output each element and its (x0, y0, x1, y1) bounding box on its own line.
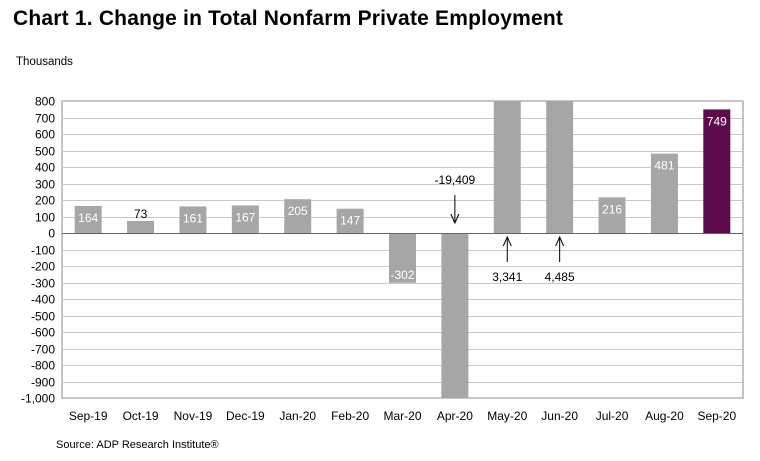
x-tick-label: Mar-20 (383, 409, 421, 423)
data-label: 481 (654, 159, 674, 173)
x-tick-label: Feb-20 (331, 409, 369, 423)
data-label: 164 (78, 211, 98, 225)
bar (179, 206, 207, 233)
chart-title: Chart 1. Change in Total Nonfarm Private… (13, 7, 564, 30)
bar (231, 205, 259, 233)
annotation-arrowhead (450, 213, 460, 225)
y-tick-label: -300 (31, 277, 55, 291)
y-tick-label: -100 (31, 244, 55, 258)
y-tick-label: -800 (31, 359, 55, 373)
bar (598, 197, 626, 233)
data-label: 4,485 (545, 270, 575, 284)
bar (441, 233, 469, 398)
units-label: Thousands (16, 56, 73, 68)
data-label: 73 (134, 207, 148, 221)
bar (127, 220, 155, 233)
y-tick-label: 200 (35, 194, 55, 208)
bar (284, 199, 312, 233)
x-tick-label: May-20 (487, 409, 527, 423)
data-label: -19,409 (435, 173, 476, 187)
bar (546, 101, 574, 233)
source-note: Source: ADP Research Institute® (56, 439, 219, 451)
y-tick-label: 800 (35, 95, 55, 109)
data-label: 167 (235, 210, 255, 224)
x-tick-label: Apr-20 (437, 409, 473, 423)
data-label: 749 (707, 114, 727, 128)
y-tick-label: 700 (35, 112, 55, 126)
x-tick-label: Nov-19 (174, 409, 213, 423)
data-label: 161 (183, 211, 203, 225)
x-tick-label: Aug-20 (645, 409, 684, 423)
data-label: 216 (602, 202, 622, 216)
bar (74, 205, 102, 233)
x-tick-label: Dec-19 (226, 409, 265, 423)
annotation-arrowhead (555, 235, 565, 247)
y-tick-label: 600 (35, 128, 55, 142)
bar (336, 208, 364, 233)
data-label: 3,341 (492, 270, 522, 284)
y-tick-label: -200 (31, 260, 55, 274)
y-tick-label: 0 (48, 227, 55, 241)
y-tick-label: 100 (35, 211, 55, 225)
data-label: 205 (288, 204, 308, 218)
annotation-arrowhead (502, 235, 512, 247)
bar (650, 153, 678, 233)
y-tick-label: -1,000 (21, 392, 55, 406)
bar (493, 101, 521, 233)
x-tick-label: Jan-20 (279, 409, 316, 423)
x-tick-label: Oct-19 (123, 409, 159, 423)
x-tick-label: Sep-20 (697, 409, 736, 423)
data-label: 147 (340, 214, 360, 228)
x-tick-label: Jul-20 (596, 409, 629, 423)
y-tick-label: 400 (35, 161, 55, 175)
y-tick-label: -700 (31, 343, 55, 357)
y-tick-label: -900 (31, 376, 55, 390)
y-tick-label: -600 (31, 326, 55, 340)
y-tick-label: -400 (31, 293, 55, 307)
y-tick-label: -500 (31, 310, 55, 324)
bar (703, 109, 731, 233)
x-tick-label: Sep-19 (69, 409, 108, 423)
bar (389, 233, 416, 283)
y-tick-label: 300 (35, 178, 55, 192)
data-label: -302 (390, 268, 414, 282)
x-tick-label: Jun-20 (541, 409, 578, 423)
y-tick-label: 500 (35, 145, 55, 159)
